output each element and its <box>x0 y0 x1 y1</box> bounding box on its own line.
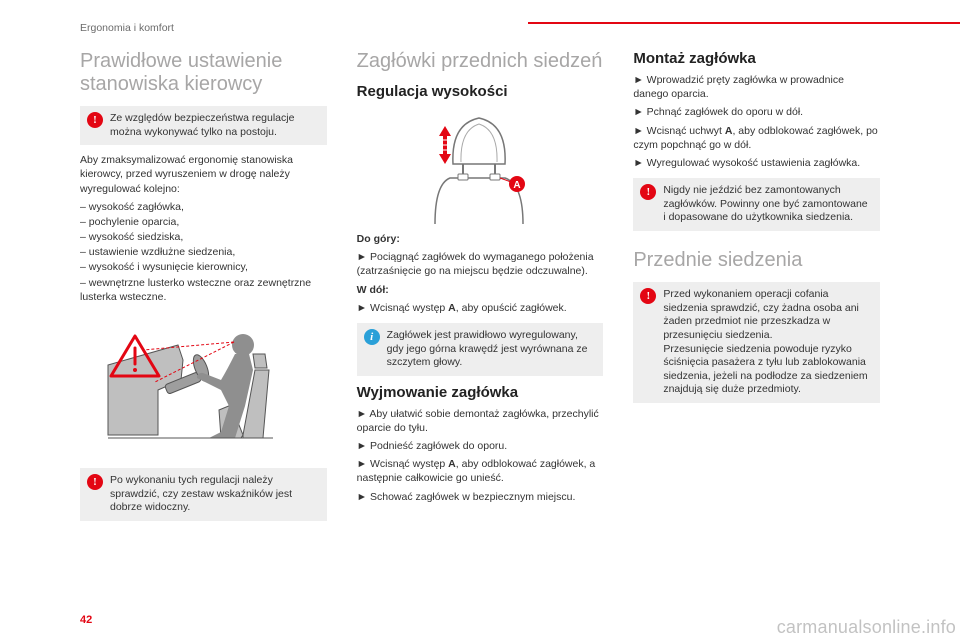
action-item: Wcisnąć występ A, aby opuścić zagłówek. <box>357 301 604 315</box>
action-item: Wprowadzić pręty zagłówka w prowadnice d… <box>633 73 880 101</box>
page: Ergonomia i komfort Prawidłowe ustawieni… <box>0 0 960 640</box>
headrest-illustration: A <box>405 106 555 226</box>
action-item: Podnieść zagłówek do oporu. <box>357 439 604 453</box>
figure-headrest: A <box>357 106 604 226</box>
warning-icon: ! <box>87 474 103 490</box>
intro-paragraph: Aby zmaksymalizować ergonomię stanowiska… <box>80 153 327 196</box>
up-down-arrows-icon <box>439 126 451 164</box>
down-action: Wcisnąć występ A, aby opuścić zagłówek. <box>357 301 604 315</box>
section-title-driver-position: Prawidłowe ustawienie stanowiska kierowc… <box>80 50 327 96</box>
column-1: Prawidłowe ustawienie stanowiska kierowc… <box>80 50 327 529</box>
callout-correct-height: i Zagłówek jest prawidłowo wyregulowany,… <box>357 323 604 376</box>
list-item: wysokość siedziska, <box>80 230 327 244</box>
subheading-height-adjust: Regulacja wysokości <box>357 83 604 100</box>
column-3: Montaż zagłówka Wprowadzić pręty zagłówk… <box>633 50 880 529</box>
list-item: ustawienie wzdłużne siedzenia, <box>80 245 327 259</box>
remove-actions: Aby ułatwić sobie demontaż zagłówka, prz… <box>357 407 604 504</box>
info-icon: i <box>364 329 380 345</box>
warning-icon: ! <box>640 184 656 200</box>
up-action: Pociągnąć zagłówek do wymaganego położen… <box>357 250 604 278</box>
callout-text: Po wykonaniu tych regulacji należy spraw… <box>110 474 292 513</box>
action-item: Schować zagłówek w bezpiecznym miejscu. <box>357 490 604 504</box>
list-item: wysokość zagłówka, <box>80 200 327 214</box>
content-columns: Prawidłowe ustawienie stanowiska kierowc… <box>80 50 880 529</box>
watermark: carmanualsonline.info <box>777 617 956 638</box>
list-item: pochylenie oparcia, <box>80 215 327 229</box>
action-item: Pchnąć zagłówek do oporu w dół. <box>633 105 880 119</box>
warning-icon: ! <box>87 112 103 128</box>
warning-icon: ! <box>640 288 656 304</box>
callout-text: Zagłówek jest prawidłowo wyregulowany, g… <box>387 329 588 368</box>
callout-safety-stationary: ! Ze względów bezpieczeństwa regulacje m… <box>80 106 327 145</box>
up-label: Do góry: <box>357 232 604 246</box>
down-label: W dół: <box>357 283 604 297</box>
install-actions: Wprowadzić pręty zagłówka w prowadnice d… <box>633 73 880 170</box>
callout-check-visibility: ! Po wykonaniu tych regulacji należy spr… <box>80 468 327 521</box>
action-item: Aby ułatwić sobie demontaż zagłówka, prz… <box>357 407 604 435</box>
section-title-headrests: Zagłówki przednich siedzeń <box>357 50 604 73</box>
header-accent-rule <box>528 22 960 24</box>
subheading-install-headrest: Montaż zagłówka <box>633 50 880 67</box>
callout-never-drive-without: ! Nigdy nie jeździć bez zamontowanych za… <box>633 178 880 231</box>
svg-text:A: A <box>513 180 520 191</box>
subheading-remove-headrest: Wyjmowanie zagłówka <box>357 384 604 401</box>
adjustment-list: wysokość zagłówka, pochylenie oparcia, w… <box>80 200 327 304</box>
action-item: Wcisnąć występ A, aby odblokować zagłówe… <box>357 457 604 485</box>
figure-driver-seat <box>80 310 327 460</box>
driver-seat-illustration <box>103 310 303 460</box>
page-number: 42 <box>80 614 92 626</box>
callout-text: Ze względów bezpieczeństwa regulacje moż… <box>110 112 294 138</box>
section-title-front-seats: Przednie siedzenia <box>633 249 880 272</box>
callout-seat-slide-warning: ! Przed wykonaniem operacji cofania sied… <box>633 282 880 403</box>
callout-text: Nigdy nie jeździć bez zamontowanych zagł… <box>663 184 867 223</box>
callout-text: Przed wykonaniem operacji cofania siedze… <box>663 288 867 395</box>
list-item: wysokość i wysunięcie kierownicy, <box>80 260 327 274</box>
list-item: wewnętrzne lusterko wsteczne oraz zewnęt… <box>80 276 327 304</box>
column-2: Zagłówki przednich siedzeń Regulacja wys… <box>357 50 604 529</box>
action-item: Wcisnąć uchwyt A, aby odblokować zagłówe… <box>633 124 880 152</box>
action-item: Pociągnąć zagłówek do wymaganego położen… <box>357 250 604 278</box>
action-item: Wyregulować wysokość ustawienia zagłówka… <box>633 156 880 170</box>
